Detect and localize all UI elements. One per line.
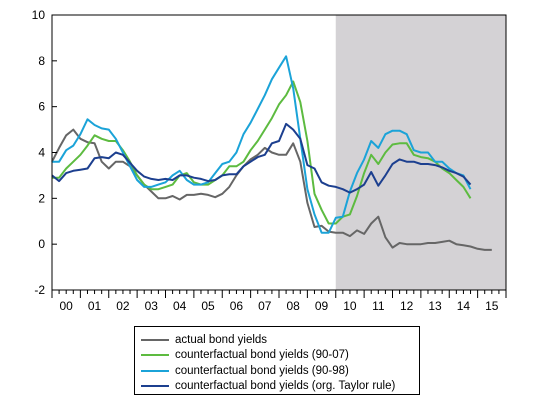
y-tick-label: 4 [38, 146, 45, 160]
x-tick-label: 00 [60, 299, 74, 313]
x-tick-label: 08 [287, 299, 301, 313]
y-tick-label: 8 [38, 54, 45, 68]
x-tick-label: 12 [400, 299, 414, 313]
legend-swatch [141, 369, 169, 372]
legend-label: counterfactual bond yields (90-98) [175, 364, 349, 377]
x-tick-label: 15 [485, 299, 499, 313]
x-tick-label: 09 [315, 299, 329, 313]
x-tick-label: 06 [230, 299, 244, 313]
y-tick-label: -2 [34, 283, 45, 297]
legend-swatch [141, 385, 169, 388]
x-tick-label: 05 [201, 299, 215, 313]
x-tick-label: 04 [173, 299, 187, 313]
x-tick-label: 07 [258, 299, 272, 313]
x-tick-label: 03 [145, 299, 159, 313]
x-tick-label: 10 [343, 299, 357, 313]
series-line-2 [52, 55, 472, 234]
series-line-0 [51, 128, 492, 251]
legend-item-90-98: counterfactual bond yields (90-98) [141, 363, 419, 379]
y-tick-label: 2 [38, 191, 45, 205]
series-line-3 [51, 122, 472, 194]
legend-item-actual: actual bond yields [141, 332, 419, 348]
legend: actual bond yields counterfactual bond y… [134, 326, 420, 395]
y-tick-label: 6 [38, 100, 45, 114]
x-tick-label: 13 [428, 299, 442, 313]
legend-item-taylor: counterfactual bond yields (org. Taylor … [141, 379, 419, 395]
y-axis: -2 0 2 4 6 8 10 [32, 8, 57, 297]
y-tick-label: 0 [38, 237, 45, 251]
legend-swatch [141, 338, 169, 341]
legend-item-90-07: counterfactual bond yields (90-07) [141, 348, 419, 364]
legend-swatch [141, 354, 169, 357]
x-axis: 00 01 02 03 04 05 06 07 08 09 10 11 12 13 14 15 [51, 290, 507, 313]
y-tick-label: 10 [32, 8, 46, 22]
x-tick-label: 02 [116, 299, 130, 313]
legend-label: counterfactual bond yields (90-07) [175, 349, 349, 362]
legend-label: actual bond yields [175, 333, 268, 346]
series-layer [51, 55, 492, 251]
legend-label: counterfactual bond yields (org. Taylor … [175, 380, 396, 393]
x-tick-label: 01 [88, 299, 102, 313]
x-tick-label: 14 [457, 299, 471, 313]
x-tick-label: 11 [372, 299, 385, 313]
